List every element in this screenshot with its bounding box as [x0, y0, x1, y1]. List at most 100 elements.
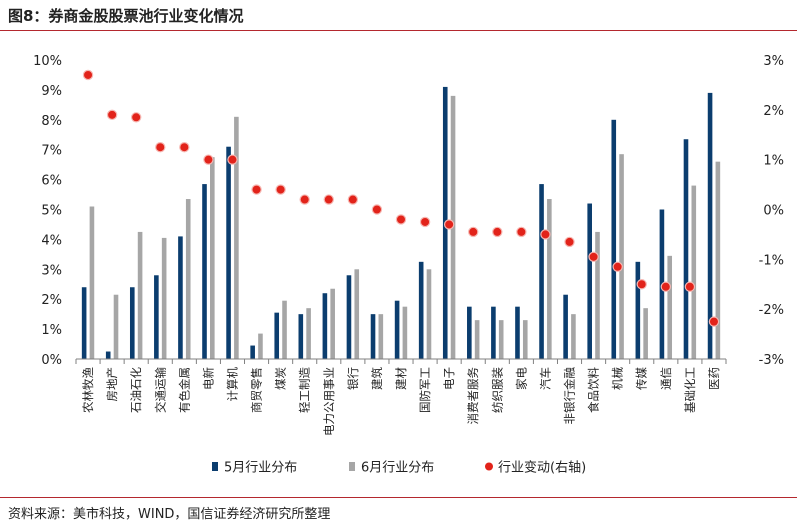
change-point	[371, 204, 383, 215]
bar-may	[274, 312, 280, 359]
bar-june	[643, 308, 648, 359]
change-point	[516, 226, 527, 238]
category-label: 家电	[514, 367, 528, 390]
y-left-tick-label: 7%	[41, 144, 62, 159]
bar-june	[402, 306, 408, 359]
y-right-tick-label: -1%	[759, 253, 784, 268]
bar-may	[587, 203, 592, 359]
change-point	[227, 154, 238, 165]
category-label: 石油石化	[129, 367, 143, 413]
bar-may	[394, 300, 400, 359]
legend-june-swatch	[349, 462, 355, 471]
bar-may	[539, 184, 544, 359]
y-left-tick-label: 6%	[41, 174, 62, 189]
bar-may	[683, 139, 689, 359]
bar-june	[306, 308, 311, 359]
source-note: 资料来源：美市科技，WIND，国信证券经济研究所整理	[8, 507, 331, 522]
category-label: 医药	[707, 367, 721, 390]
change-point	[179, 142, 190, 153]
category-label: 食品饮料	[587, 367, 601, 413]
category-label: 农林牧渔	[81, 367, 95, 413]
bar-june	[89, 206, 95, 359]
category-label: 计算机	[225, 367, 239, 402]
category-label: 电新	[201, 367, 215, 390]
y-right-tick-label: 0%	[763, 204, 784, 219]
bar-june	[595, 231, 600, 359]
bar-june	[282, 300, 287, 359]
change-point	[468, 226, 479, 238]
bar-june	[113, 294, 119, 359]
bar-june	[354, 269, 360, 359]
bar-may	[491, 306, 496, 359]
legend-june-label: 6月行业分布	[361, 461, 434, 476]
change-point	[106, 109, 118, 121]
legend-may-swatch	[212, 462, 218, 471]
y-left-tick-label: 8%	[41, 114, 62, 129]
y-right-tick-label: -2%	[759, 303, 784, 318]
bar-may	[226, 146, 231, 359]
bar-june	[474, 320, 480, 359]
bar-may	[515, 306, 520, 359]
change-point	[130, 112, 142, 123]
change-point	[684, 281, 696, 292]
category-label: 纺织服装	[490, 367, 504, 413]
change-point	[564, 236, 575, 248]
bar-june	[619, 154, 624, 359]
category-label: 电力公用事业	[322, 367, 336, 436]
category-label: 消费者服务	[466, 367, 480, 425]
y-left-tick-label: 2%	[41, 293, 62, 308]
bar-may	[105, 351, 111, 359]
source-rule	[0, 497, 797, 498]
bar-may	[346, 275, 352, 359]
bar-may	[635, 261, 641, 359]
y-left-tick-label: 4%	[41, 233, 62, 248]
bar-may	[154, 275, 159, 359]
bar-may	[563, 294, 568, 359]
category-label: 建材	[394, 367, 408, 390]
y-right-tick-label: 2%	[763, 104, 784, 119]
category-label: 基础化工	[683, 367, 697, 413]
bar-may	[370, 314, 376, 359]
bar-june	[378, 314, 384, 359]
change-point	[395, 214, 407, 225]
change-point	[419, 216, 431, 228]
category-label: 通信	[659, 367, 673, 390]
y-left-tick-label: 3%	[41, 263, 62, 278]
y-right-tick-label: -3%	[759, 353, 784, 368]
bar-may	[178, 236, 183, 359]
y-left-tick-label: 1%	[41, 323, 62, 338]
y-left-tick-label: 10%	[33, 54, 62, 69]
bar-june	[691, 185, 697, 359]
category-label: 房地产	[105, 367, 119, 402]
category-label: 国防军工	[418, 367, 432, 413]
figure-title: 图8：券商金股股票池行业变化情况	[8, 7, 244, 25]
bar-may	[467, 306, 472, 359]
category-label: 汽车	[538, 367, 552, 390]
change-point	[612, 261, 623, 273]
change-point	[443, 219, 455, 230]
change-point	[636, 279, 647, 290]
y-left-tick-label: 0%	[41, 353, 62, 368]
category-label: 机械	[611, 367, 625, 390]
bar-june	[234, 116, 239, 359]
bar-may	[707, 92, 713, 359]
legend-change-label: 行业变动(右轴)	[498, 460, 586, 476]
y-right-tick-label: 3%	[763, 54, 784, 69]
change-point	[708, 316, 720, 327]
category-label: 非银行金融	[563, 367, 577, 425]
category-label: 煤炭	[274, 367, 288, 390]
bar-june	[667, 255, 673, 359]
bar-june	[210, 157, 215, 359]
legend-may-label: 5月行业分布	[224, 461, 297, 476]
change-point	[203, 154, 214, 165]
bar-june	[330, 288, 335, 359]
legend-change-swatch	[485, 462, 493, 471]
bar-june	[137, 231, 143, 359]
category-label: 建筑	[370, 367, 384, 390]
change-point	[82, 69, 94, 81]
bar-june	[522, 320, 528, 359]
change-point	[492, 226, 503, 238]
y-right-tick-label: 1%	[763, 154, 784, 169]
change-point	[588, 251, 599, 263]
bar-may	[322, 293, 328, 359]
